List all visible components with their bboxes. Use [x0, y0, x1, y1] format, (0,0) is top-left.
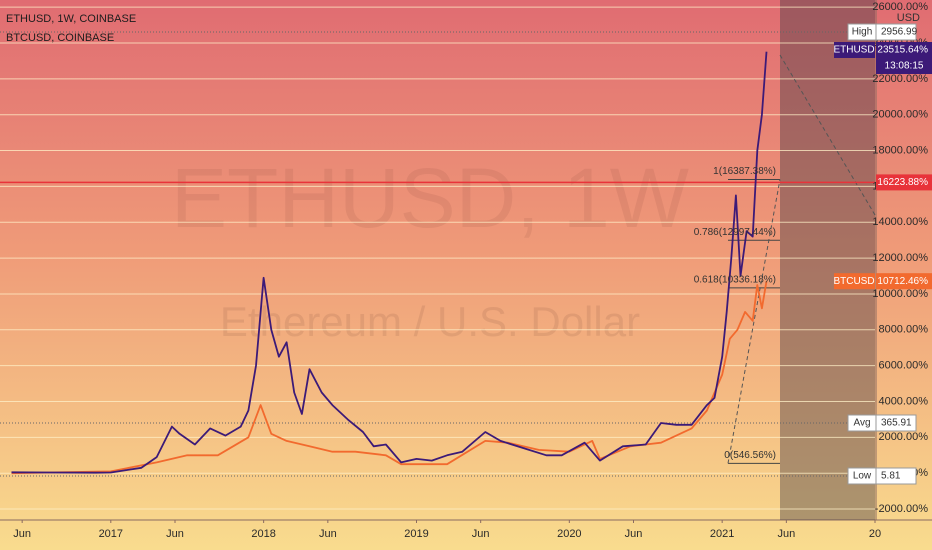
- series-name-box: [834, 273, 875, 290]
- x-tick-label: Jun: [166, 528, 184, 540]
- x-tick-label: 2017: [99, 528, 123, 540]
- watermark: ETHUSD, 1W: [171, 151, 689, 245]
- series-name-box: [834, 42, 875, 58]
- y-tick-label: 26000.00%: [872, 1, 928, 13]
- fib-label: 0(546.56%): [724, 450, 776, 461]
- grid: [0, 6, 876, 510]
- stat-name: High: [852, 27, 873, 38]
- stat-value-box: [875, 414, 917, 432]
- x-tick-label: Jun: [625, 528, 643, 540]
- y-tick-label: 6000.00%: [878, 360, 928, 372]
- series-value-box: [876, 273, 932, 290]
- series-value: 23515.64%: [877, 45, 928, 56]
- x-tick-label: 20: [869, 528, 881, 540]
- x-tick-label: 2018: [251, 528, 275, 540]
- stat-value: 5.81: [881, 471, 901, 482]
- shaded-region: [780, 0, 875, 520]
- price-label-box: [876, 174, 932, 191]
- series-value: 10712.46%: [877, 276, 928, 287]
- x-tick-label: 2019: [404, 528, 428, 540]
- watermark-subtitle: Ethereum / U.S. Dollar: [220, 298, 640, 345]
- fib-label: 0.618(10336.18%): [694, 275, 776, 286]
- y-tick-label: 22000.00%: [872, 73, 928, 85]
- stat-value: 365.91: [881, 418, 912, 429]
- x-tick-label: 2020: [557, 528, 581, 540]
- fib-label: 0.786(12997.44%): [694, 227, 776, 238]
- x-tick-label: Jun: [472, 528, 490, 540]
- y-tick-label: 4000.00%: [878, 395, 928, 407]
- series-name: ETHUSD: [833, 45, 874, 56]
- stat-name: Low: [853, 471, 872, 482]
- y-tick-label: 8000.00%: [878, 324, 928, 336]
- series-value-box: [876, 42, 932, 74]
- countdown: 13:08:15: [885, 61, 924, 72]
- fib-label: 1(16387.38%): [713, 166, 776, 177]
- series-name: BTCUSD: [833, 276, 874, 287]
- axis-unit: USD: [897, 12, 920, 24]
- y-tick-label: 2000.00%: [878, 431, 928, 443]
- y-tick-label: 14000.00%: [872, 216, 928, 228]
- header-line: ETHUSD, 1W, COINBASE: [6, 13, 136, 25]
- y-tick-label: -2000.00%: [875, 503, 928, 515]
- series-line: [11, 51, 768, 474]
- stat-value-box: [875, 23, 917, 41]
- fib-trend: [727, 179, 781, 464]
- stat-name: Avg: [853, 418, 870, 429]
- fib-trend: [779, 54, 876, 216]
- x-tick-label: Jun: [319, 528, 337, 540]
- y-tick-label: 18000.00%: [872, 144, 928, 156]
- stat-value-box: [875, 467, 917, 485]
- x-tick-label: Jun: [13, 528, 31, 540]
- y-tick-label: 10000.00%: [872, 288, 928, 300]
- marks: [11, 51, 768, 475]
- y-tick-label: 20000.00%: [872, 109, 928, 121]
- stat-value: 2956.99: [881, 27, 918, 38]
- y-tick-label: 12000.00%: [872, 252, 928, 264]
- header-line: BTCUSD, COINBASE: [6, 32, 114, 44]
- price-label: 16223.88%: [877, 177, 928, 188]
- x-tick-label: Jun: [777, 528, 795, 540]
- x-tick-label: 2021: [710, 528, 734, 540]
